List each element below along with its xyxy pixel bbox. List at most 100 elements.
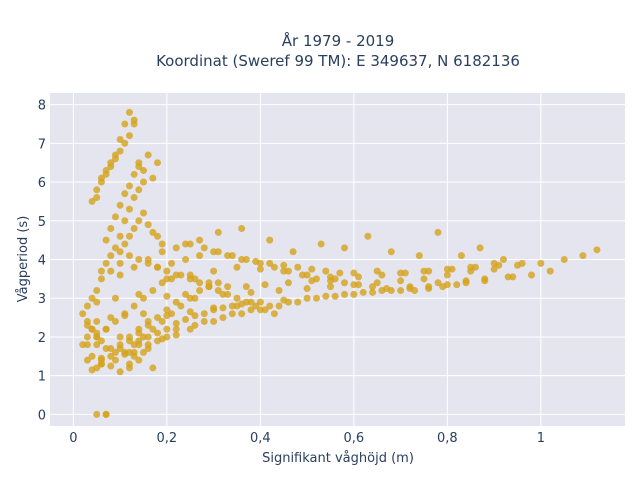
data-point (102, 325, 110, 333)
data-point (200, 244, 208, 252)
data-point (238, 310, 246, 318)
data-point (116, 368, 124, 376)
data-point (182, 316, 190, 324)
data-point (107, 252, 115, 260)
data-point (242, 298, 250, 306)
data-point (88, 325, 96, 333)
data-point (256, 298, 264, 306)
data-point (401, 269, 409, 277)
data-point (135, 290, 143, 298)
data-point (111, 348, 119, 356)
data-point (107, 225, 115, 233)
data-point (107, 267, 115, 275)
data-point (163, 333, 171, 341)
data-point (186, 294, 194, 302)
data-point (509, 273, 517, 281)
data-point (425, 267, 433, 275)
data-point (163, 325, 171, 333)
data-point (186, 325, 194, 333)
data-point (453, 281, 461, 289)
data-point (154, 232, 162, 240)
data-point (144, 256, 152, 263)
data-point (116, 333, 124, 341)
data-point (579, 252, 587, 260)
data-point (168, 259, 176, 267)
data-point (397, 277, 405, 285)
data-point (116, 232, 124, 240)
data-point (93, 194, 101, 202)
y-tick-label: 1 (38, 370, 46, 385)
data-point (121, 310, 129, 318)
data-point (275, 286, 283, 294)
data-point (303, 285, 311, 293)
data-point (111, 317, 119, 325)
data-point (93, 186, 101, 194)
data-point (242, 256, 250, 263)
data-point (125, 132, 133, 140)
data-point (284, 279, 292, 287)
data-point (443, 271, 451, 279)
data-point (191, 312, 199, 320)
data-point (158, 240, 166, 248)
y-tick-label: 2 (38, 331, 46, 346)
data-point (125, 360, 133, 368)
data-point (83, 317, 91, 325)
data-point (196, 252, 204, 260)
data-point (172, 331, 180, 339)
data-point (369, 283, 377, 291)
data-point (168, 275, 176, 283)
data-point (88, 352, 96, 360)
data-point (139, 209, 147, 217)
data-point (214, 248, 222, 256)
data-point (139, 333, 147, 341)
data-point (294, 263, 302, 271)
chart-title-line1: År 1979 - 2019 (282, 31, 395, 50)
data-point (121, 240, 129, 248)
data-point (93, 333, 101, 341)
data-point (322, 267, 330, 275)
data-point (355, 281, 363, 289)
x-tick-label: 0,6 (344, 431, 365, 446)
x-tick-label: 0,2 (157, 431, 178, 446)
y-tick-label: 4 (38, 254, 46, 269)
data-point (139, 294, 147, 302)
data-point (495, 261, 503, 269)
x-tick-label: 1 (537, 431, 545, 446)
data-point (252, 302, 260, 310)
data-point (93, 298, 101, 306)
data-point (135, 217, 143, 225)
data-point (135, 356, 143, 364)
data-point (79, 310, 87, 318)
data-point (111, 244, 119, 252)
data-point (355, 273, 363, 281)
y-tick-label: 6 (38, 176, 46, 191)
data-point (135, 325, 143, 333)
y-axis-title: Vågperiod (s) (16, 216, 31, 303)
data-point (537, 259, 545, 267)
data-point (149, 286, 157, 294)
data-point (135, 256, 143, 263)
data-point (210, 267, 218, 275)
data-point (425, 285, 433, 293)
data-point (546, 267, 554, 275)
data-point (233, 294, 241, 302)
data-point (149, 228, 157, 236)
data-point (102, 410, 110, 418)
data-point (139, 310, 147, 318)
data-point (224, 283, 232, 291)
data-point (261, 306, 269, 314)
data-point (196, 286, 204, 294)
data-point (149, 364, 157, 372)
data-point (233, 263, 241, 271)
data-point (125, 333, 133, 341)
data-point (125, 252, 133, 260)
data-point (116, 259, 124, 267)
y-tick-label: 7 (38, 137, 46, 152)
data-point (528, 271, 536, 279)
data-point (139, 166, 147, 174)
data-point (387, 248, 395, 256)
data-point (490, 265, 498, 273)
data-point (130, 116, 138, 124)
data-point (172, 244, 180, 252)
data-point (196, 279, 204, 287)
